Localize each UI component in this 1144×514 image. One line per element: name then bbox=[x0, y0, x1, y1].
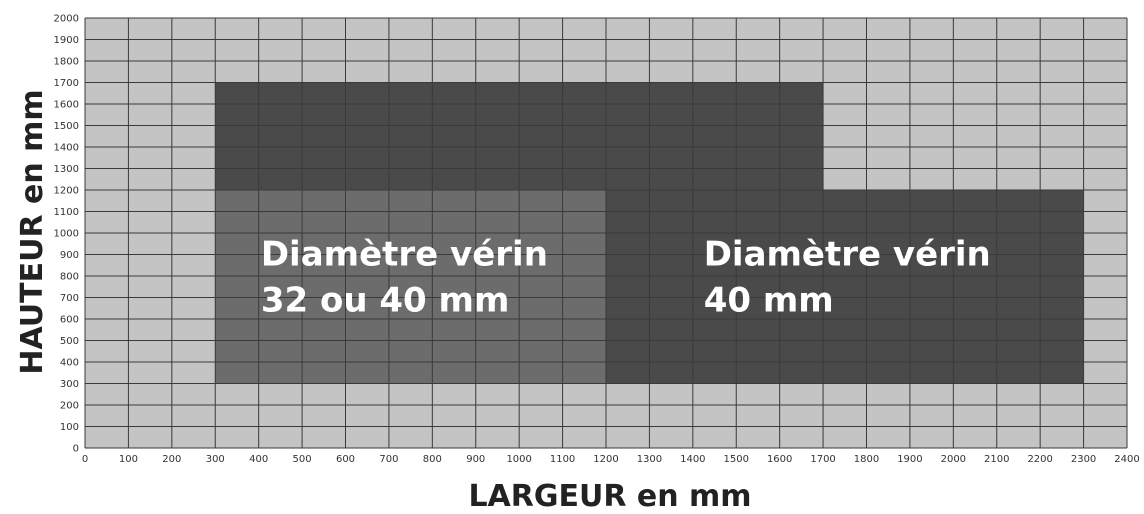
x-tick-label: 1200 bbox=[593, 454, 618, 465]
y-tick-label: 1400 bbox=[54, 143, 79, 154]
x-tick-label: 1000 bbox=[506, 454, 531, 465]
region-label-line: 32 ou 40 mm bbox=[261, 280, 510, 320]
x-tick-label: 2100 bbox=[984, 454, 1009, 465]
y-tick-label: 1000 bbox=[54, 229, 79, 240]
y-tick-label: 2000 bbox=[54, 14, 79, 25]
y-tick-label: 1900 bbox=[54, 35, 79, 46]
y-tick-label: 1300 bbox=[54, 164, 79, 175]
region-label-line: 40 mm bbox=[704, 280, 834, 320]
x-tick-label: 1100 bbox=[550, 454, 575, 465]
x-tick-label: 100 bbox=[119, 454, 138, 465]
x-tick-label: 1500 bbox=[724, 454, 749, 465]
x-tick-label: 0 bbox=[82, 454, 88, 465]
y-tick-label: 1700 bbox=[54, 78, 79, 89]
gridlines bbox=[84, 17, 1128, 449]
x-tick-label: 600 bbox=[336, 454, 355, 465]
y-tick-label: 100 bbox=[60, 422, 79, 433]
x-tick-label: 500 bbox=[293, 454, 312, 465]
region-label-1: Diamètre vérin 32 ou 40 mm bbox=[261, 234, 548, 320]
x-tick-label: 200 bbox=[162, 454, 181, 465]
y-tick-label: 700 bbox=[60, 293, 79, 304]
x-tick-label: 400 bbox=[249, 454, 268, 465]
x-tick-label: 1600 bbox=[767, 454, 792, 465]
y-tick-label: 500 bbox=[60, 336, 79, 347]
x-tick-labels: 0 100 200 300 400 500 600 700 800 900 1000 1100 1200… bbox=[82, 454, 1140, 465]
y-tick-label: 900 bbox=[60, 250, 79, 261]
x-tick-label: 1400 bbox=[680, 454, 705, 465]
region-label-0: Diamètre vérin 40 mm bbox=[704, 234, 991, 320]
y-tick-label: 600 bbox=[60, 315, 79, 326]
y-tick-label: 800 bbox=[60, 272, 79, 283]
region-label-line: Diamètre vérin bbox=[261, 234, 548, 274]
x-tick-label: 2400 bbox=[1114, 454, 1139, 465]
y-tick-label: 300 bbox=[60, 379, 79, 390]
x-tick-label: 900 bbox=[466, 454, 485, 465]
y-axis-title: HAUTEUR en mm bbox=[15, 89, 50, 374]
x-tick-label: 2200 bbox=[1027, 454, 1052, 465]
region-labels: Diamètre vérin 40 mm Diamètre vérin 32 ou 4… bbox=[261, 234, 991, 320]
y-tick-label: 200 bbox=[60, 401, 79, 412]
x-tick-label: 2000 bbox=[941, 454, 966, 465]
y-tick-label: 1100 bbox=[54, 207, 79, 218]
x-tick-label: 1300 bbox=[637, 454, 662, 465]
x-tick-label: 800 bbox=[423, 454, 442, 465]
x-tick-label: 1800 bbox=[854, 454, 879, 465]
y-tick-label: 1500 bbox=[54, 121, 79, 132]
x-tick-label: 300 bbox=[206, 454, 225, 465]
x-tick-label: 700 bbox=[379, 454, 398, 465]
x-tick-label: 1700 bbox=[810, 454, 835, 465]
y-tick-label: 400 bbox=[60, 358, 79, 369]
x-tick-label: 2300 bbox=[1071, 454, 1096, 465]
x-axis-title: LARGEUR en mm bbox=[468, 479, 751, 514]
x-tick-label: 1900 bbox=[897, 454, 922, 465]
region-label-line: Diamètre vérin bbox=[704, 234, 991, 274]
region-1 bbox=[215, 190, 607, 384]
y-tick-label: 1800 bbox=[54, 57, 79, 68]
y-tick-label: 1200 bbox=[54, 186, 79, 197]
y-tick-label: 0 bbox=[73, 444, 79, 455]
y-tick-labels: 0 100 200 300 400 500 600 700 800 900 1000 1100 1200… bbox=[54, 14, 79, 455]
y-tick-label: 1600 bbox=[54, 100, 79, 111]
